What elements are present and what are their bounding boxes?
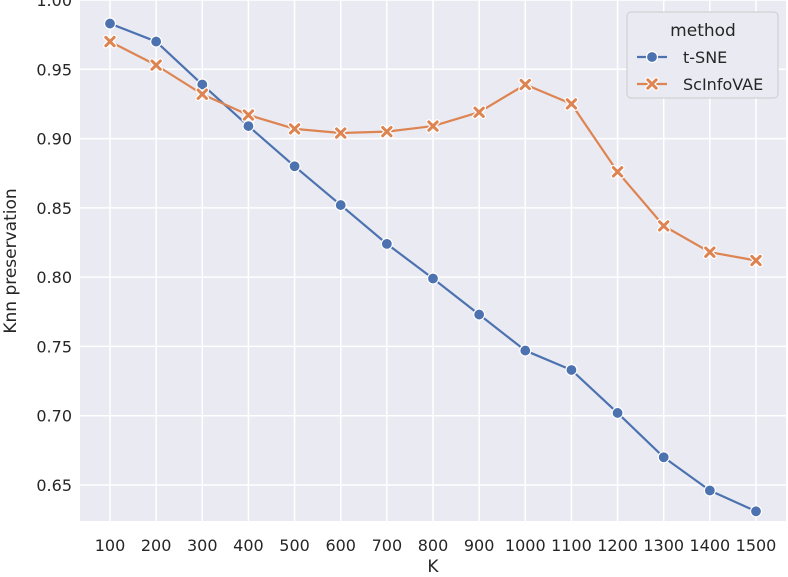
data-point-scinfovae bbox=[519, 78, 531, 91]
legend-label: t-SNE bbox=[683, 48, 727, 67]
x-tick-label: 800 bbox=[418, 536, 449, 555]
x-tick-label: 1200 bbox=[597, 536, 638, 555]
data-point-tsne bbox=[288, 160, 301, 173]
x-tick-label: 200 bbox=[141, 536, 172, 555]
data-point-scinfovae bbox=[104, 35, 116, 48]
x-tick-label: 900 bbox=[464, 536, 495, 555]
y-axis-title: Knn preservation bbox=[1, 188, 21, 333]
legend-marker bbox=[645, 50, 659, 64]
data-point-tsne bbox=[426, 272, 440, 285]
y-tick-label: 0.75 bbox=[36, 337, 72, 356]
y-tick-label: 0.90 bbox=[36, 130, 72, 149]
data-point-tsne bbox=[565, 363, 578, 377]
data-point-tsne bbox=[749, 505, 763, 518]
legend-label: ScInfoVAE bbox=[683, 75, 763, 94]
data-point-tsne bbox=[519, 344, 532, 357]
y-tick-label: 0.65 bbox=[36, 476, 72, 495]
series-markers bbox=[103, 17, 763, 518]
data-point-scinfovae bbox=[704, 246, 716, 258]
x-tick-label: 500 bbox=[279, 536, 310, 555]
y-tick-label: 0.85 bbox=[36, 199, 72, 218]
y-tick-label: 1.00 bbox=[36, 0, 72, 10]
data-point-scinfovae bbox=[565, 98, 578, 110]
legend-box bbox=[626, 11, 779, 99]
x-tick-label: 600 bbox=[325, 536, 356, 555]
x-axis-title: K bbox=[427, 557, 439, 577]
data-point-scinfovae bbox=[150, 59, 162, 71]
legend-title: method bbox=[670, 21, 736, 41]
y-tick-label: 0.70 bbox=[36, 407, 72, 426]
y-tick-labels: 0.65 0.70 0.75 0.80 0.85 0.90 0.95 1.00 bbox=[36, 0, 72, 495]
data-point-scinfovae bbox=[196, 88, 208, 100]
x-tick-label: 1300 bbox=[643, 536, 684, 555]
data-point-tsne bbox=[380, 237, 393, 250]
legend-marker bbox=[646, 78, 658, 90]
x-tick-label: 700 bbox=[372, 536, 403, 555]
data-point-tsne bbox=[334, 198, 347, 212]
x-tick-label: 1000 bbox=[505, 536, 546, 555]
data-point-scinfovae bbox=[288, 123, 301, 135]
data-point-tsne bbox=[473, 308, 486, 321]
data-point-tsne bbox=[703, 484, 716, 497]
data-point-tsne bbox=[611, 406, 624, 420]
x-tick-labels: 100 200 300 400 500 600 700 800 900 1000 1100 1200 1… bbox=[95, 536, 777, 555]
x-tick-label: 1500 bbox=[736, 536, 777, 555]
data-point-scinfovae bbox=[658, 220, 670, 232]
data-point-scinfovae bbox=[750, 254, 762, 267]
data-point-tsne bbox=[657, 451, 670, 464]
data-point-tsne bbox=[242, 119, 255, 133]
x-tick-label: 1400 bbox=[689, 536, 730, 555]
data-point-scinfovae bbox=[427, 120, 439, 132]
y-tick-label: 0.80 bbox=[36, 268, 72, 287]
data-point-scinfovae bbox=[473, 106, 485, 118]
data-point-scinfovae bbox=[611, 166, 624, 178]
data-point-tsne bbox=[196, 78, 209, 91]
data-point-scinfovae bbox=[242, 109, 255, 121]
x-tick-label: 1100 bbox=[551, 536, 592, 555]
legend: method t-SNE ScInfoVAE bbox=[626, 11, 779, 99]
data-point-tsne bbox=[103, 17, 117, 30]
x-tick-label: 300 bbox=[187, 536, 218, 555]
y-tick-label: 0.95 bbox=[36, 60, 72, 79]
x-tick-label: 100 bbox=[95, 536, 126, 555]
data-point-scinfovae bbox=[335, 127, 347, 139]
x-tick-label: 400 bbox=[233, 536, 264, 555]
data-point-scinfovae bbox=[381, 125, 393, 138]
data-point-tsne bbox=[150, 35, 163, 48]
